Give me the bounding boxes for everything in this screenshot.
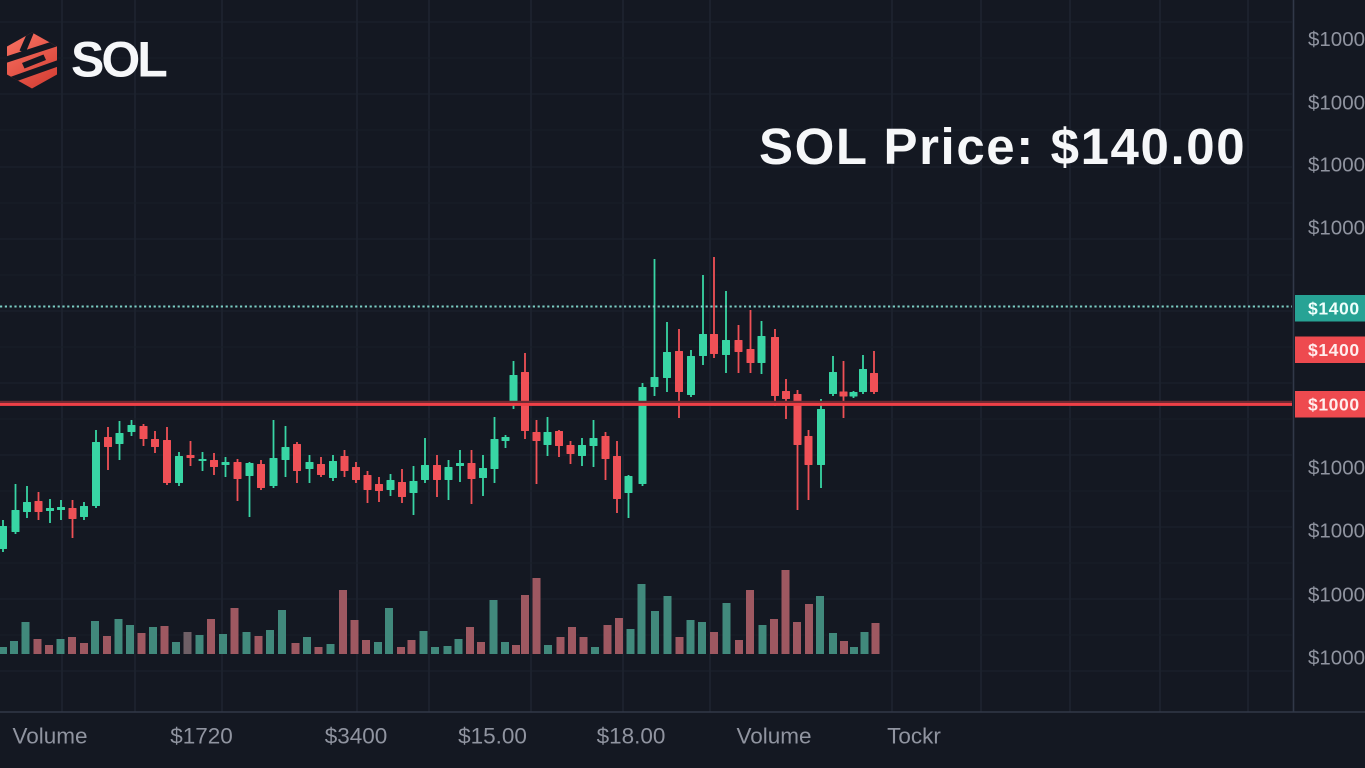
- svg-text:$1000: $1000: [1308, 395, 1360, 415]
- svg-text:$1000: $1000: [1308, 584, 1365, 607]
- svg-text:$1000: $1000: [1308, 217, 1365, 240]
- svg-text:$1000: $1000: [1308, 28, 1365, 51]
- svg-text:$1000: $1000: [1308, 92, 1365, 115]
- svg-text:$1000: $1000: [1308, 647, 1365, 670]
- svg-text:$1720: $1720: [170, 724, 233, 749]
- svg-text:Tockr: Tockr: [887, 724, 941, 749]
- svg-text:SOL: SOL: [71, 31, 166, 87]
- svg-text:$15.00: $15.00: [458, 724, 527, 749]
- svg-text:Volume: Volume: [12, 724, 87, 749]
- svg-text:$1400: $1400: [1308, 340, 1360, 360]
- svg-text:$1400: $1400: [1308, 299, 1360, 319]
- svg-text:$1000: $1000: [1308, 520, 1365, 543]
- svg-text:$1000: $1000: [1308, 154, 1365, 177]
- svg-text:$3400: $3400: [325, 724, 388, 749]
- svg-text:SOL Price: $140.00: SOL Price: $140.00: [759, 118, 1246, 175]
- svg-text:$18.00: $18.00: [597, 724, 666, 749]
- svg-text:$1000: $1000: [1308, 457, 1365, 480]
- svg-text:Volume: Volume: [736, 724, 811, 749]
